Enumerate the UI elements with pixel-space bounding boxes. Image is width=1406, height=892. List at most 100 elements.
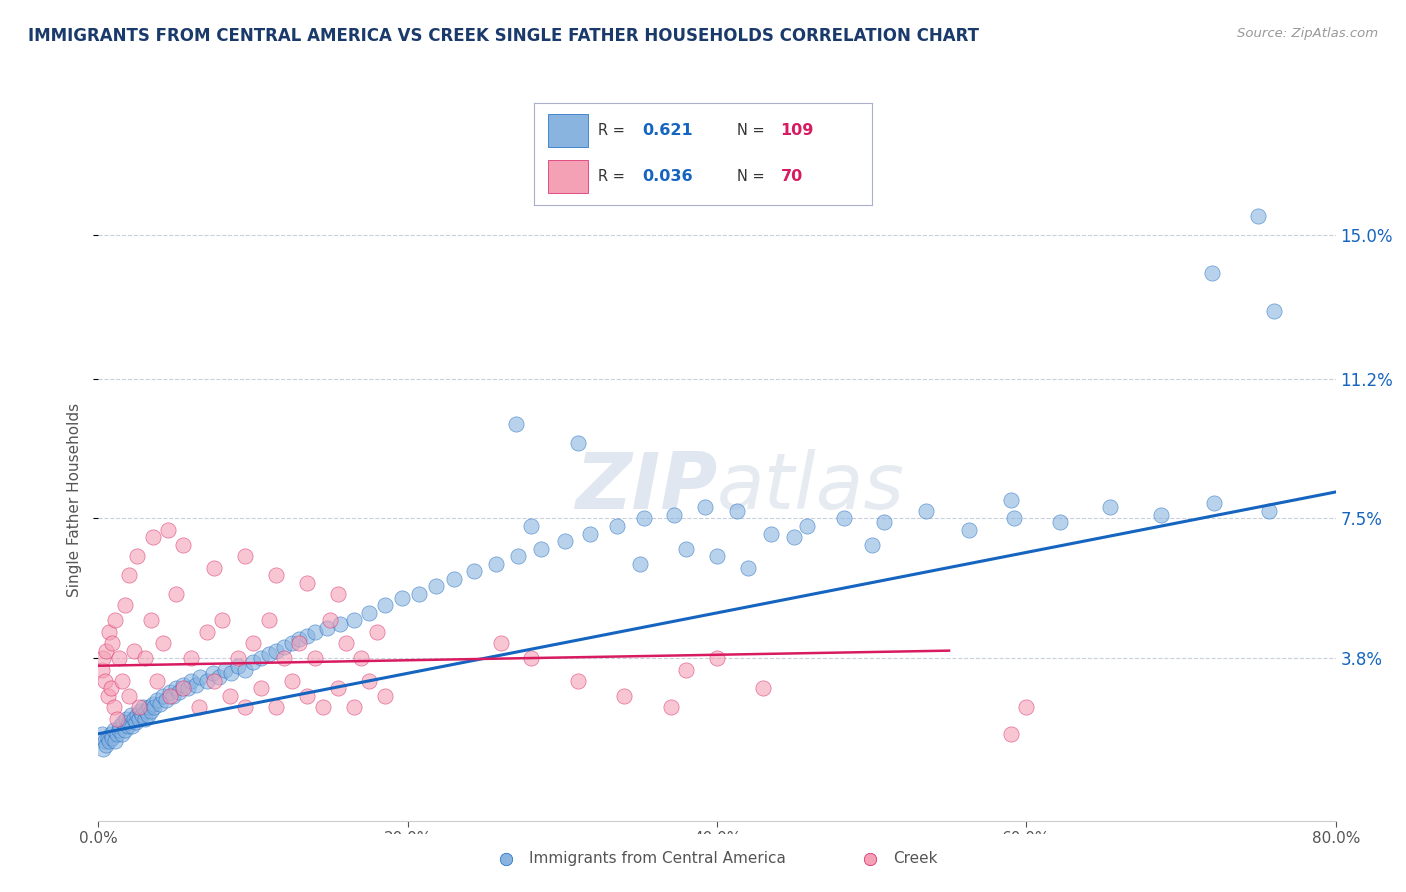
Point	[204, 673, 226, 688]
Point	[107, 723, 129, 737]
Point	[675, 541, 697, 556]
Point	[297, 628, 319, 642]
Point	[357, 606, 380, 620]
Point	[128, 712, 150, 726]
Point	[101, 731, 124, 745]
Point	[122, 712, 145, 726]
Point	[118, 715, 141, 730]
Point	[118, 568, 141, 582]
Text: N =: N =	[737, 123, 769, 137]
Bar	[548, 114, 588, 146]
Point	[114, 599, 136, 613]
Point	[1098, 500, 1121, 514]
Point	[226, 658, 249, 673]
Point	[662, 508, 685, 522]
Point	[530, 541, 553, 556]
Text: Creek: Creek	[893, 851, 938, 866]
Point	[122, 643, 145, 657]
Point	[146, 673, 169, 688]
Point	[173, 538, 195, 552]
Text: atlas: atlas	[717, 449, 905, 524]
Point	[326, 587, 350, 601]
Point	[326, 681, 350, 696]
Point	[235, 663, 257, 677]
Point	[329, 617, 352, 632]
Point	[425, 579, 447, 593]
Point	[312, 700, 335, 714]
Point	[208, 670, 231, 684]
Point	[606, 519, 628, 533]
Point	[180, 651, 202, 665]
Point	[104, 734, 127, 748]
Point	[235, 700, 257, 714]
Point	[288, 636, 311, 650]
Point	[143, 700, 166, 714]
Point	[357, 673, 380, 688]
Point	[124, 715, 146, 730]
Point	[706, 549, 728, 564]
Point	[250, 651, 273, 665]
Point	[165, 681, 187, 696]
Point	[1002, 511, 1025, 525]
Text: 0.036: 0.036	[643, 169, 693, 184]
Point	[485, 557, 508, 571]
Text: R =: R =	[599, 169, 630, 184]
Point	[173, 681, 195, 696]
Point	[162, 689, 184, 703]
Point	[118, 689, 141, 703]
Point	[1258, 504, 1281, 518]
Text: 70: 70	[780, 169, 803, 184]
Point	[100, 727, 122, 741]
Point	[90, 663, 112, 677]
Point	[567, 435, 589, 450]
Point	[489, 636, 512, 650]
Point	[120, 707, 142, 722]
Point	[725, 504, 748, 518]
Point	[214, 663, 236, 677]
Point	[117, 719, 139, 733]
Point	[93, 673, 115, 688]
Point	[114, 723, 136, 737]
Point	[288, 632, 311, 647]
Point	[93, 734, 115, 748]
Point	[281, 673, 304, 688]
Point	[188, 700, 211, 714]
Point	[132, 700, 155, 714]
Point	[567, 673, 589, 688]
Point	[915, 504, 938, 518]
Point	[506, 549, 529, 564]
Point	[520, 651, 543, 665]
Point	[675, 663, 697, 677]
Point	[219, 689, 242, 703]
Point	[273, 640, 295, 654]
Point	[159, 689, 181, 703]
Point	[195, 673, 218, 688]
Point	[177, 681, 200, 696]
Point	[96, 643, 118, 657]
Point	[134, 712, 156, 726]
Point	[136, 707, 159, 722]
Point	[104, 614, 127, 628]
Point	[319, 614, 342, 628]
Point	[242, 636, 264, 650]
Text: IMMIGRANTS FROM CENTRAL AMERICA VS CREEK SINGLE FATHER HOUSEHOLDS CORRELATION CH: IMMIGRANTS FROM CENTRAL AMERICA VS CREEK…	[28, 27, 979, 45]
Point	[1202, 496, 1225, 510]
Point	[108, 719, 131, 733]
Point	[91, 651, 114, 665]
Point	[103, 723, 125, 737]
Point	[266, 700, 288, 714]
Point	[129, 704, 152, 718]
Point	[107, 651, 129, 665]
Point	[1049, 515, 1071, 529]
Point	[103, 700, 125, 714]
Point	[184, 678, 207, 692]
Point	[408, 587, 430, 601]
Point	[105, 727, 128, 741]
Point	[391, 591, 413, 605]
Point	[139, 704, 162, 718]
Point	[146, 692, 169, 706]
Point	[1015, 700, 1038, 714]
Point	[115, 712, 138, 726]
Point	[211, 614, 233, 628]
Point	[706, 651, 728, 665]
